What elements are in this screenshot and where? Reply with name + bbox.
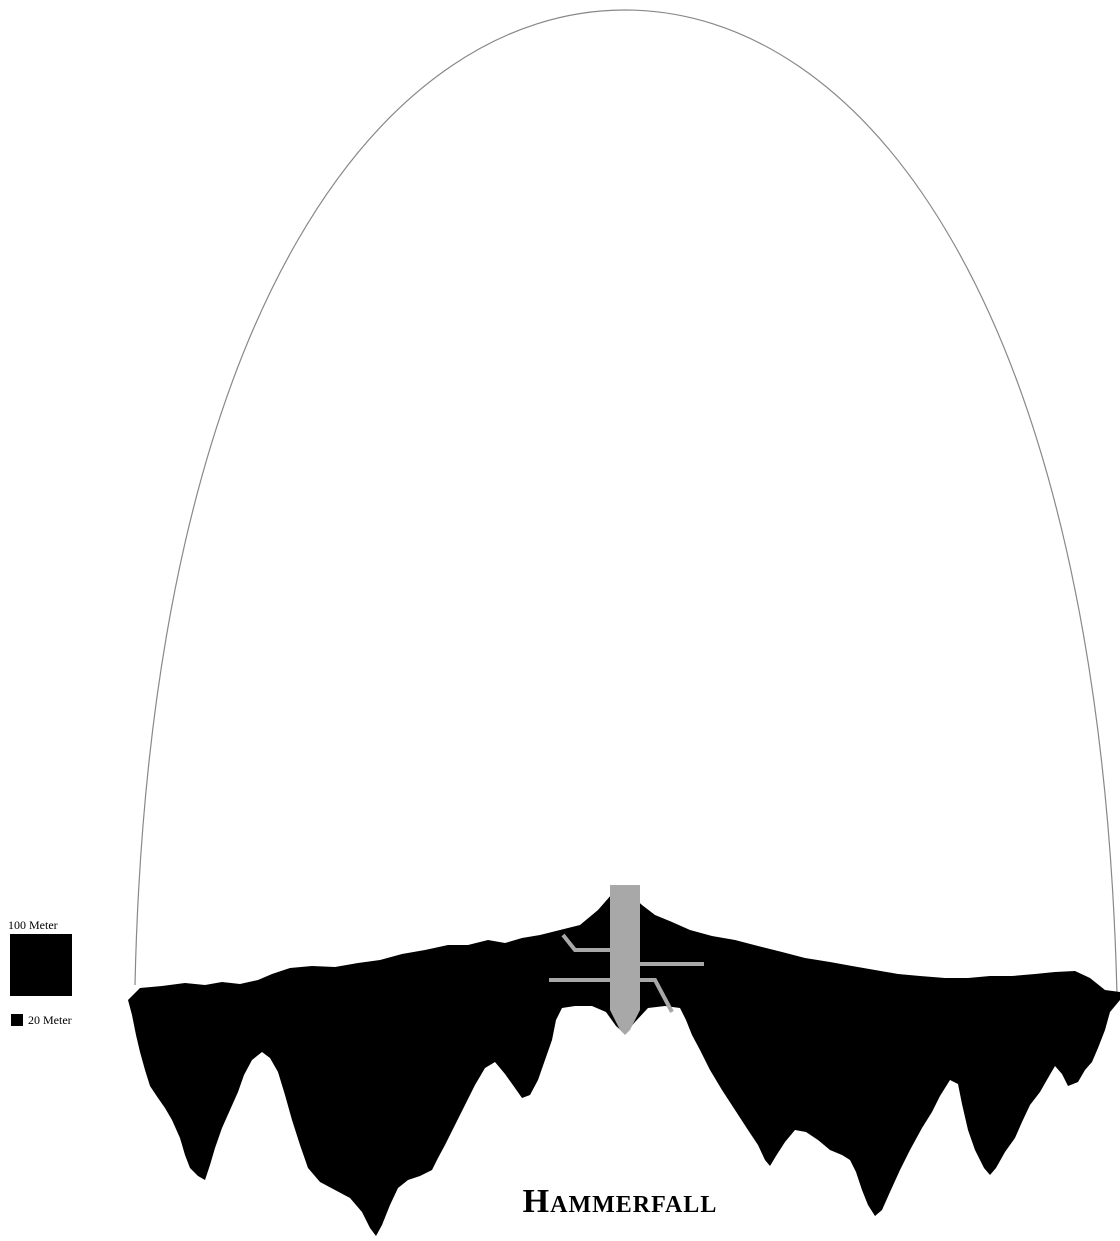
legend-large-label: 100 Meter <box>8 918 58 932</box>
conduit-upper-left <box>561 933 615 952</box>
conduits <box>549 933 704 1013</box>
legend-small-label: 20 Meter <box>28 1013 72 1027</box>
central-spire <box>610 885 640 1035</box>
legend-small-swatch <box>11 1014 23 1026</box>
rock-mass <box>128 892 1120 1236</box>
legend-large-swatch <box>10 934 72 996</box>
conduit-lower-right <box>635 978 674 1013</box>
diagram-title: Hammerfall <box>522 1183 718 1220</box>
dome-outline <box>134 9 1118 996</box>
